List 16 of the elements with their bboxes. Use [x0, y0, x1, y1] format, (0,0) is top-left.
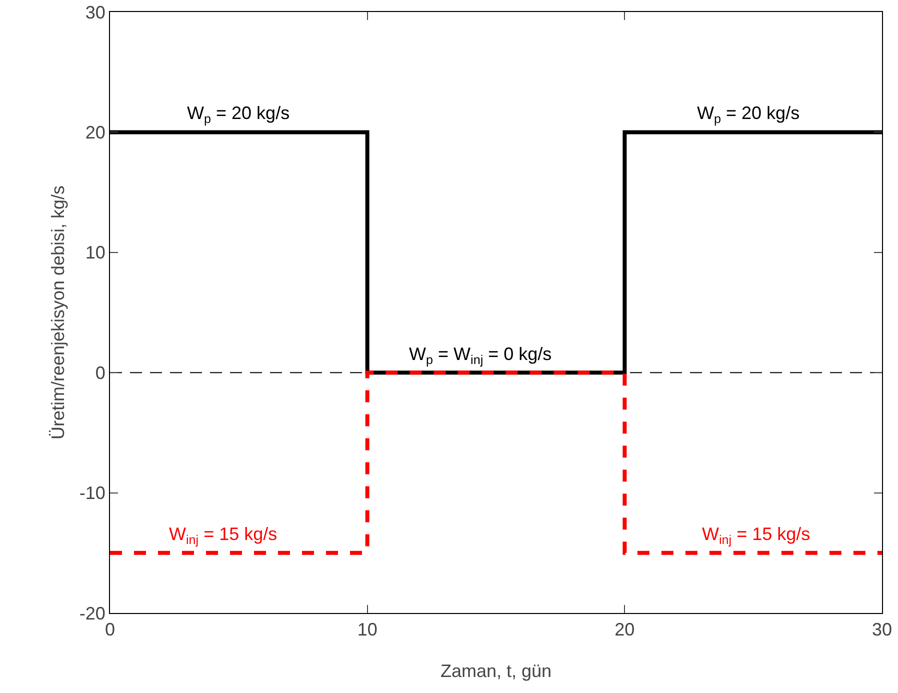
- y-axis-title: Üretim/reenjekisyon debisi, kg/s: [48, 185, 68, 440]
- annotation: W$_{p}$ = W$_{inj}$ = 0 kg/s: [409, 344, 552, 367]
- x-tick-label: 20: [614, 620, 635, 640]
- annotation: W$_{inj}$ = 15 kg/s: [169, 524, 278, 547]
- y-tick-label: -10: [79, 483, 106, 504]
- y-tick-label: 10: [85, 242, 106, 263]
- x-tick-label: 30: [872, 620, 892, 640]
- x-axis-title: Zaman, t, gün: [440, 661, 552, 681]
- annotation: W$_{p}$ = 20 kg/s: [697, 103, 800, 126]
- annotation: W$_{inj}$ = 15 kg/s: [702, 524, 810, 547]
- x-tick-label: 10: [357, 620, 378, 640]
- annotation: W$_{p}$ = 20 kg/s: [187, 103, 290, 126]
- y-tick-label: -20: [79, 603, 106, 624]
- y-tick-label: 20: [85, 122, 106, 142]
- y-tick-label: 0: [95, 362, 106, 383]
- y-tick-label: 30: [85, 2, 106, 22]
